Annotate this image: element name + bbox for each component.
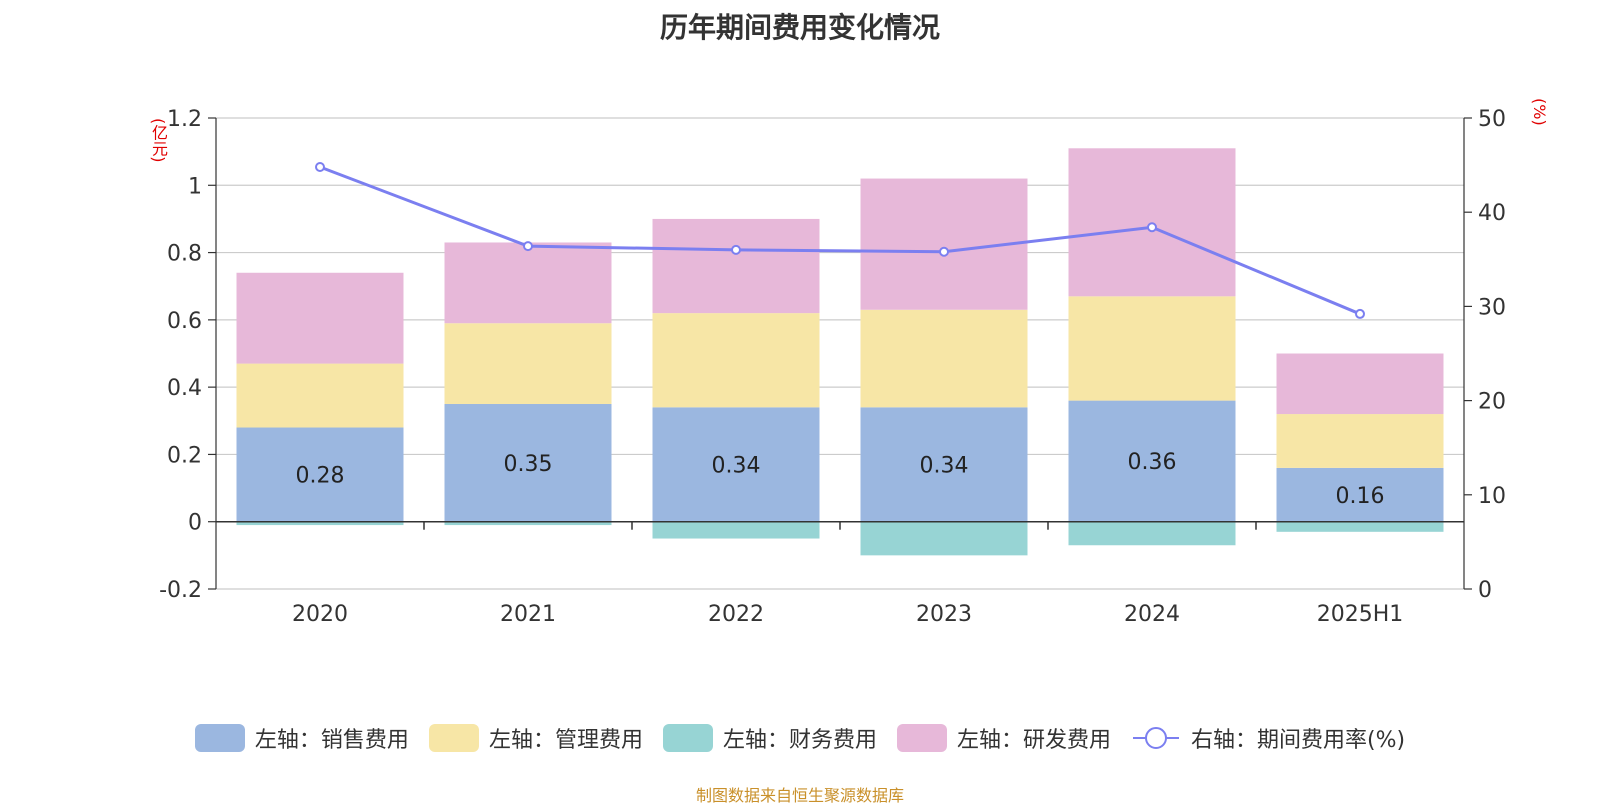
left-axis-tick-label: 1 <box>188 174 202 199</box>
source-footer: 制图数据来自恒生聚源数据库 <box>695 786 904 805</box>
legend-item-rate[interactable]: 右轴：期间费用率(%) <box>1131 722 1405 754</box>
rate-point <box>523 241 533 252</box>
right-axis-unit: (%) <box>1530 98 1549 126</box>
category-label: 2024 <box>1124 602 1180 627</box>
left-axis-tick-label: 0.4 <box>167 376 202 401</box>
legend-item-admin[interactable]: 左轴：管理费用 <box>428 722 643 754</box>
legend-label-rd: 左轴：研发费用 <box>956 728 1111 753</box>
rate-point <box>315 161 325 172</box>
legend-item-sales[interactable]: 左轴：销售费用 <box>194 722 409 754</box>
rate-point <box>731 244 741 255</box>
legend-label-finance: 左轴：财务费用 <box>722 728 877 753</box>
legend-item-finance[interactable]: 左轴：财务费用 <box>662 722 877 754</box>
bar-segment-0 <box>444 403 612 522</box>
bar-segment-1 <box>860 309 1028 408</box>
rate-point <box>939 246 949 257</box>
bar-segment-0 <box>1276 467 1444 522</box>
rate-point <box>1355 308 1365 319</box>
right-axis-tick-label: 20 <box>1478 390 1506 415</box>
legend-swatch-rd <box>896 724 947 752</box>
bar-segment-2 <box>652 521 820 539</box>
bar-segment-3 <box>236 272 404 364</box>
chart-plot: -0.2 0 0.2 0.4 0.6 0.8 1 1.2 0 10 20 30 40 50 0.28 0.35… <box>159 107 1506 627</box>
bar-segment-0 <box>860 407 1028 522</box>
chart-title: 历年期间费用变化情况 <box>659 11 940 44</box>
left-axis-tick-label: -0.2 <box>159 578 202 603</box>
left-axis-tick-label: 0 <box>188 511 202 536</box>
left-axis-unit: (亿元) <box>149 118 168 163</box>
right-axis-tick-label: 30 <box>1478 295 1506 320</box>
legend-swatch-sales <box>194 724 245 752</box>
rate-line <box>319 165 1361 316</box>
left-axis-tick-label: 0.6 <box>167 309 202 334</box>
bar-segment-0 <box>236 427 404 522</box>
legend-swatch-admin <box>428 724 479 752</box>
bar-data-label: 0.35 <box>504 452 553 477</box>
legend-label-sales: 左轴：销售费用 <box>254 728 409 753</box>
left-axis-tick-label: 0.2 <box>167 443 202 468</box>
bar-segment-3 <box>444 242 612 324</box>
bar-segment-3 <box>652 218 820 314</box>
bar-segment-2 <box>1068 521 1236 546</box>
category-label: 2025H1 <box>1317 602 1404 627</box>
bar-segment-2 <box>444 521 612 526</box>
bar-segment-2 <box>1276 521 1444 532</box>
left-axis-tick-label: 0.8 <box>167 242 202 267</box>
rate-point <box>1147 222 1157 233</box>
bar-segment-1 <box>1068 296 1236 401</box>
bar-segment-3 <box>1276 353 1444 415</box>
category-label: 2023 <box>916 602 972 627</box>
bar-data-label: 0.28 <box>296 464 345 489</box>
legend-label-admin: 左轴：管理费用 <box>488 728 643 753</box>
right-axis-tick-label: 50 <box>1478 107 1506 132</box>
bar-data-label: 0.34 <box>712 454 761 479</box>
right-axis-tick-label: 0 <box>1478 578 1492 603</box>
bar-segment-1 <box>652 313 820 408</box>
bar-data-label: 0.34 <box>920 454 969 479</box>
bar-segment-2 <box>860 521 1028 556</box>
bar-data-label: 0.16 <box>1336 484 1385 509</box>
category-label: 2020 <box>292 602 348 627</box>
bar-segment-0 <box>1068 400 1236 522</box>
bar-segment-1 <box>236 363 404 428</box>
bar-segment-0 <box>652 407 820 522</box>
right-axis-tick-label: 40 <box>1478 201 1506 226</box>
category-label: 2021 <box>500 602 556 627</box>
right-axis-tick-label: 10 <box>1478 484 1506 509</box>
bar-segment-1 <box>444 323 612 404</box>
legend-line-swatch-rate <box>1132 727 1179 749</box>
bar-data-label: 0.36 <box>1128 450 1177 475</box>
legend-label-rate: 右轴：期间费用率(%) <box>1190 728 1406 753</box>
bar-segment-1 <box>1276 414 1444 468</box>
category-label: 2022 <box>708 602 764 627</box>
bar-segment-2 <box>236 521 404 526</box>
legend: 左轴：销售费用 左轴：管理费用 左轴：财务费用 左轴：研发费用 右轴：期间费用率… <box>0 722 1600 754</box>
legend-item-rd[interactable]: 左轴：研发费用 <box>896 722 1111 754</box>
legend-swatch-finance <box>662 724 713 752</box>
left-axis-tick-label: 1.2 <box>167 107 202 132</box>
